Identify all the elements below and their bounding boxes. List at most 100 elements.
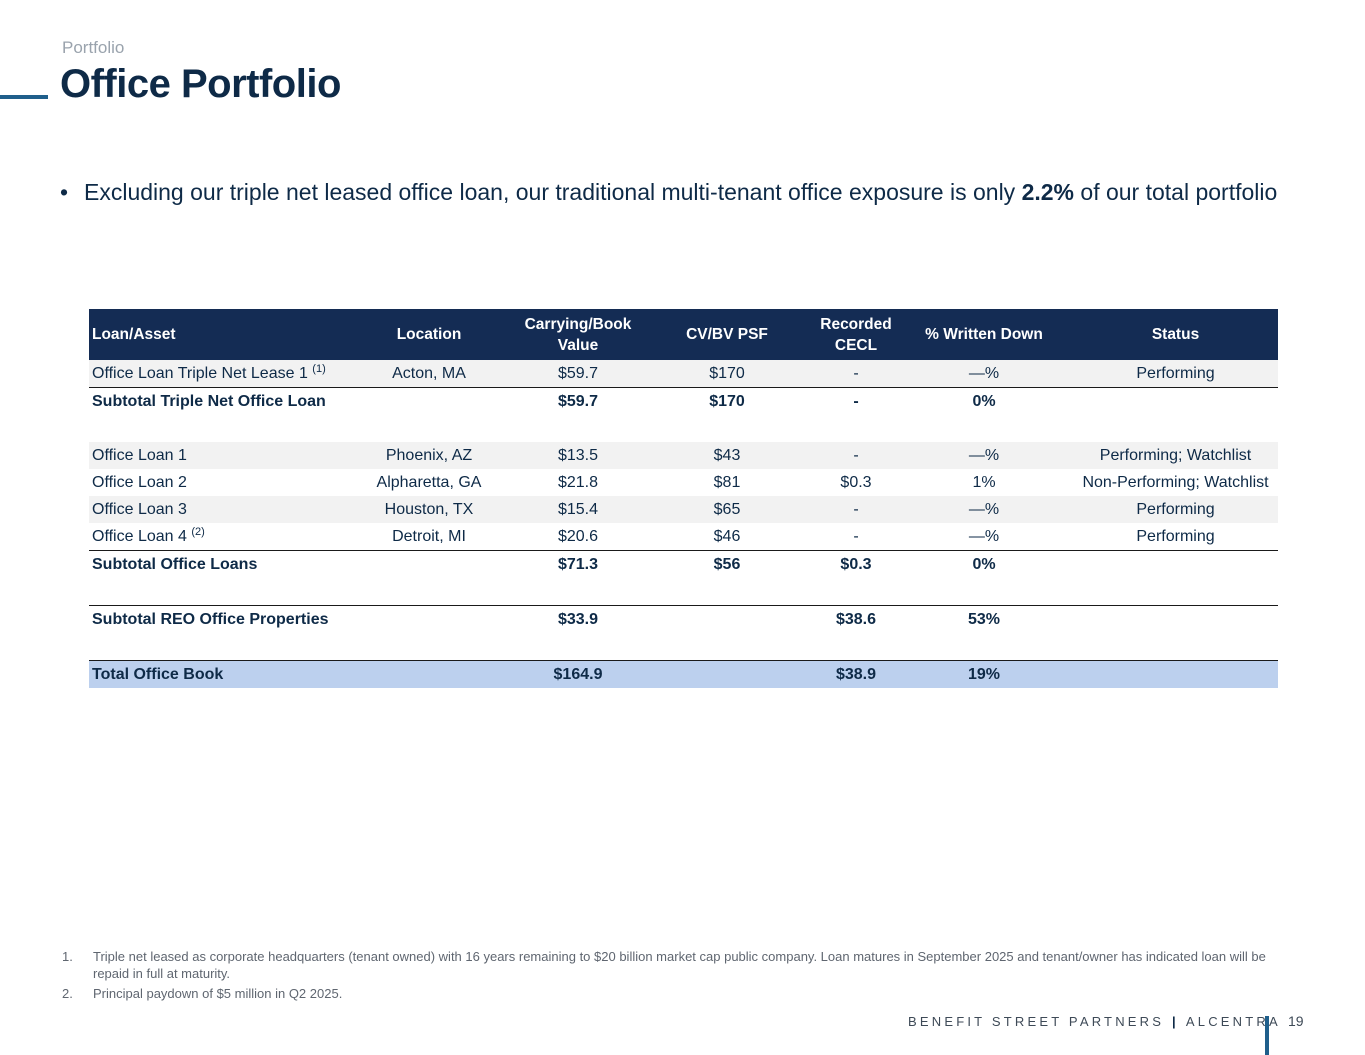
cell-value: $59.7 [519, 387, 637, 415]
cell-location [339, 605, 519, 633]
footnotes: 1. Triple net leased as corporate headqu… [62, 948, 1287, 1005]
cell-location [339, 387, 519, 415]
cell-value: $20.6 [557, 527, 599, 545]
cell-cecl: - [817, 387, 895, 415]
bullet-text: Excluding our triple net leased office l… [84, 179, 1278, 205]
cell-asset: Subtotal REO Office Properties [89, 605, 339, 633]
subtotal-row: Subtotal Triple Net Office Loan $59.7 $1… [89, 387, 1278, 415]
cell-asset: Total Office Book [89, 660, 339, 688]
cell-location: Phoenix, AZ [339, 442, 519, 469]
brand-left: BENEFIT STREET PARTNERS [908, 1014, 1165, 1029]
cell-location: Acton, MA [339, 360, 519, 388]
cell-asset: Subtotal Triple Net Office Loan [89, 387, 339, 415]
cell-cecl: - [817, 360, 895, 388]
title-accent-rule [0, 95, 48, 99]
table-row: Office Loan 2 Alpharetta, GA $21.8 $81 $… [89, 469, 1278, 496]
brand-footer: BENEFIT STREET PARTNERS | ALCENTRA [908, 1014, 1281, 1029]
cell-psf: $81 [713, 473, 741, 491]
cell-status [1073, 387, 1278, 415]
cell-asset: Office Loan 2 [92, 473, 187, 491]
cell-cecl: $38.9 [817, 660, 895, 688]
cell-written-down: —% [895, 496, 1073, 523]
cell-written-down: —% [895, 442, 1073, 469]
table-row: Office Loan 3 Houston, TX $15.4 $65 - —%… [89, 496, 1278, 523]
footnote-ref: (2) [191, 525, 205, 538]
cell-value: $21.8 [557, 473, 599, 491]
table-row: Office Loan Triple Net Lease 1 (1) Acton… [89, 360, 1278, 388]
cell-asset: Subtotal Office Loans [89, 550, 339, 578]
cell-cecl: - [817, 496, 895, 523]
cell-written-down: 1% [972, 473, 996, 491]
cell-value: $33.9 [519, 605, 637, 633]
col-header-psf: CV/BV PSF [637, 309, 817, 360]
cell-cecl: - [817, 442, 895, 469]
cell-value: $164.9 [519, 660, 637, 688]
col-header-status: Status [1073, 309, 1278, 360]
cell-status: Performing; Watchlist [1073, 442, 1278, 469]
cell-status [1073, 660, 1278, 688]
cell-asset: Office Loan 1 [89, 442, 339, 469]
cell-value: $59.7 [519, 360, 637, 388]
brand-right: ALCENTRA [1185, 1014, 1281, 1029]
cell-status [1073, 550, 1278, 578]
cell-psf: $43 [637, 442, 817, 469]
cell-location: Houston, TX [339, 496, 519, 523]
cell-location: Detroit, MI [392, 527, 466, 545]
cell-psf: $46 [713, 527, 741, 545]
table-row: Office Loan 1 Phoenix, AZ $13.5 $43 - —%… [89, 442, 1278, 469]
page-title: Office Portfolio [60, 62, 341, 106]
cell-location: Alpharetta, GA [376, 473, 482, 491]
spacer-row [89, 633, 1278, 661]
cell-psf: $65 [637, 496, 817, 523]
table-header-row: Loan/Asset Location Carrying/Book Value … [89, 309, 1278, 360]
cell-written-down: 0% [895, 550, 1073, 578]
office-portfolio-table: Loan/Asset Location Carrying/Book Value … [89, 309, 1278, 688]
cell-status: Performing [1136, 527, 1215, 545]
cell-written-down: —% [895, 360, 1073, 388]
col-header-carrying-value: Carrying/Book Value [519, 309, 637, 360]
subtotal-row: Subtotal Office Loans $71.3 $56 $0.3 0% [89, 550, 1278, 578]
footnote-text: Principal paydown of $5 million in Q2 20… [93, 986, 343, 1001]
subtotal-row: Subtotal REO Office Properties $33.9 $38… [89, 605, 1278, 633]
cell-asset: Office Loan 4 (2) [92, 525, 205, 545]
total-row: Total Office Book $164.9 $38.9 19% [89, 660, 1278, 688]
bullet-highlight: 2.2% [1021, 179, 1075, 205]
page-number: 19 [1288, 1013, 1304, 1029]
cell-status: Performing [1073, 496, 1278, 523]
cell-written-down: 19% [895, 660, 1073, 688]
cell-cecl: $0.3 [840, 473, 872, 491]
cell-value: $13.5 [519, 442, 637, 469]
cell-cecl: $38.6 [817, 605, 895, 633]
spacer-row [89, 578, 1278, 606]
brand-separator: | [1171, 1014, 1179, 1029]
cell-psf: $170 [637, 387, 817, 415]
cell-status: Non-Performing; Watchlist [1082, 473, 1269, 491]
footer-accent-bar [1265, 1016, 1269, 1055]
cell-psf: $56 [637, 550, 817, 578]
footnote: 1. Triple net leased as corporate headqu… [62, 948, 1287, 982]
cell-cecl: $0.3 [817, 550, 895, 578]
cell-written-down: 0% [895, 387, 1073, 415]
cell-cecl: - [853, 527, 859, 545]
footnote-number: 1. [62, 949, 73, 964]
cell-status: Performing [1073, 360, 1278, 388]
cell-asset: Office Loan Triple Net Lease 1 (1) [89, 360, 339, 388]
footnote-ref: (1) [312, 362, 326, 375]
footnote: 2. Principal paydown of $5 million in Q2… [62, 985, 1287, 1002]
spacer-row [89, 415, 1278, 442]
col-header-written-down: % Written Down [895, 309, 1073, 360]
section-label: Portfolio [62, 38, 125, 57]
cell-location [339, 660, 519, 688]
cell-psf [637, 605, 817, 633]
col-header-cecl: Recorded CECL [817, 309, 895, 360]
summary-bullet: • Excluding our triple net leased office… [60, 178, 1290, 207]
cell-value: $15.4 [519, 496, 637, 523]
col-header-loan-asset: Loan/Asset [89, 309, 339, 360]
bullet-dot: • [60, 179, 69, 205]
cell-status [1073, 605, 1278, 633]
footnote-text: Triple net leased as corporate headquart… [93, 949, 1266, 981]
cell-written-down: 53% [895, 605, 1073, 633]
cell-location [339, 550, 519, 578]
cell-psf [637, 660, 817, 688]
cell-asset: Office Loan 3 [89, 496, 339, 523]
